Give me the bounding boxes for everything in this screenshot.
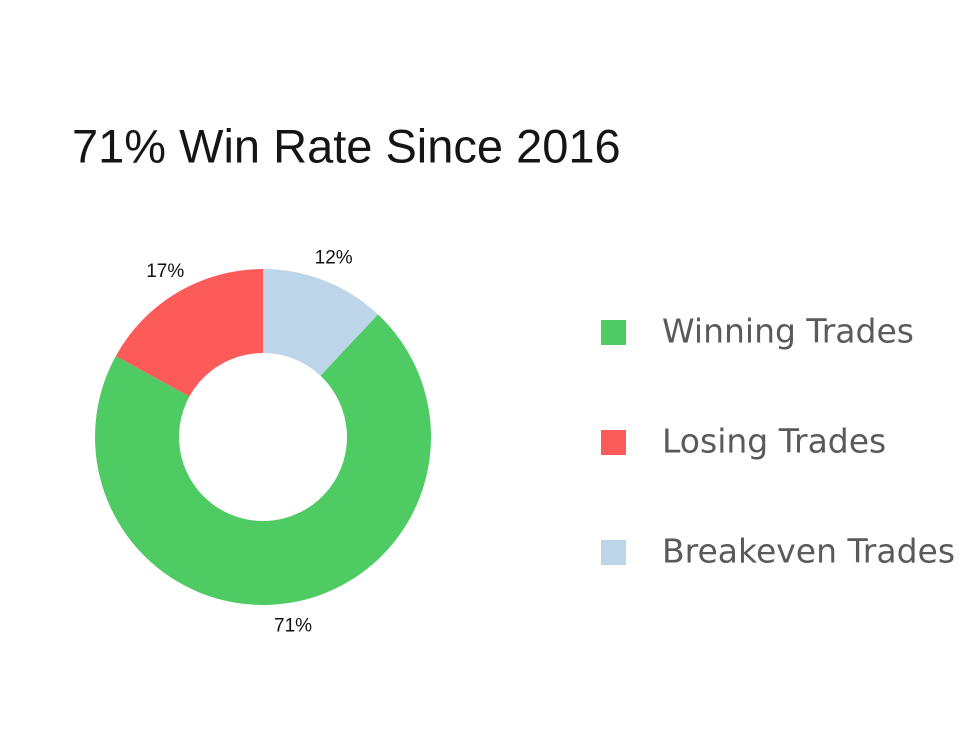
donut-slice	[95, 314, 431, 605]
donut-slice	[263, 269, 379, 376]
chart-title: 71% Win Rate Since 2016	[72, 119, 621, 172]
legend-label: Winning Trades	[662, 312, 914, 351]
legend-label: Losing Trades	[662, 422, 886, 461]
legend-swatch	[601, 320, 626, 345]
slice-label: 71%	[274, 616, 312, 637]
donut-slice	[115, 269, 263, 397]
legend-swatch	[601, 540, 626, 565]
legend-label: Breakeven Trades	[662, 532, 955, 571]
slice-label: 12%	[315, 247, 353, 268]
legend-swatch	[601, 430, 626, 455]
slice-label: 17%	[146, 261, 184, 282]
